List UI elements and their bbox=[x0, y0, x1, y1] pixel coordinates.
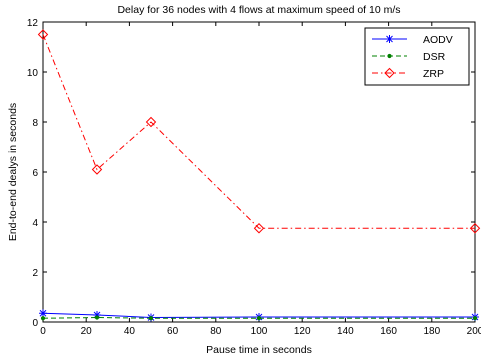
y-tick-label: 8 bbox=[32, 118, 38, 129]
x-tick-label: 20 bbox=[81, 326, 93, 337]
x-tick-label: 140 bbox=[337, 326, 354, 337]
axis-ticks: 0 20 40 60 80 100 120 140 160 180 200 0 2 4 6 8 10 12 bbox=[27, 18, 481, 337]
legend-marker-dsr bbox=[387, 53, 392, 59]
legend: AODV DSR ZRP bbox=[364, 27, 470, 86]
legend-label-aodv: AODV bbox=[423, 34, 453, 46]
data-point-zrp bbox=[91, 164, 103, 175]
data-point-dsr bbox=[472, 316, 478, 321]
data-point-dsr bbox=[256, 316, 262, 321]
data-point-dsr bbox=[94, 315, 100, 320]
chart-title: Delay for 36 nodes with 4 flows at maxim… bbox=[117, 4, 400, 16]
legend-label-dsr: DSR bbox=[423, 51, 446, 63]
x-tick-label: 200 bbox=[467, 326, 481, 337]
data-point-zrp bbox=[37, 29, 49, 40]
y-tick-label: 4 bbox=[32, 218, 38, 229]
data-point-zrp bbox=[253, 223, 265, 234]
y-tick-label: 10 bbox=[27, 68, 39, 79]
data-point-zrp bbox=[469, 223, 481, 234]
data-point-zrp bbox=[145, 116, 157, 128]
x-tick-label: 100 bbox=[251, 326, 268, 337]
data-point-dsr bbox=[148, 316, 154, 321]
legend-marker-zrp bbox=[384, 67, 395, 79]
x-tick-label: 40 bbox=[124, 326, 136, 337]
x-tick-label: 0 bbox=[40, 326, 46, 337]
x-axis-label: Pause time in seconds bbox=[206, 344, 312, 356]
y-tick-label: 12 bbox=[27, 18, 39, 29]
x-tick-label: 60 bbox=[167, 326, 179, 337]
series-group bbox=[37, 29, 481, 322]
data-point-aodv bbox=[39, 309, 47, 318]
y-tick-label: 2 bbox=[32, 268, 38, 279]
legend-marker-aodv bbox=[385, 35, 394, 43]
x-tick-label: 80 bbox=[210, 326, 222, 337]
data-point-dsr bbox=[40, 316, 46, 321]
x-tick-label: 120 bbox=[294, 326, 311, 337]
x-tick-label: 160 bbox=[380, 326, 397, 337]
y-axis-label: End-to-end dealys in seconds bbox=[7, 103, 19, 241]
x-tick-label: 180 bbox=[423, 326, 440, 337]
series-line-zrp bbox=[42, 34, 475, 229]
y-tick-label: 0 bbox=[32, 318, 38, 329]
y-tick-label: 6 bbox=[32, 168, 38, 179]
legend-label-zrp: ZRP bbox=[423, 68, 444, 80]
